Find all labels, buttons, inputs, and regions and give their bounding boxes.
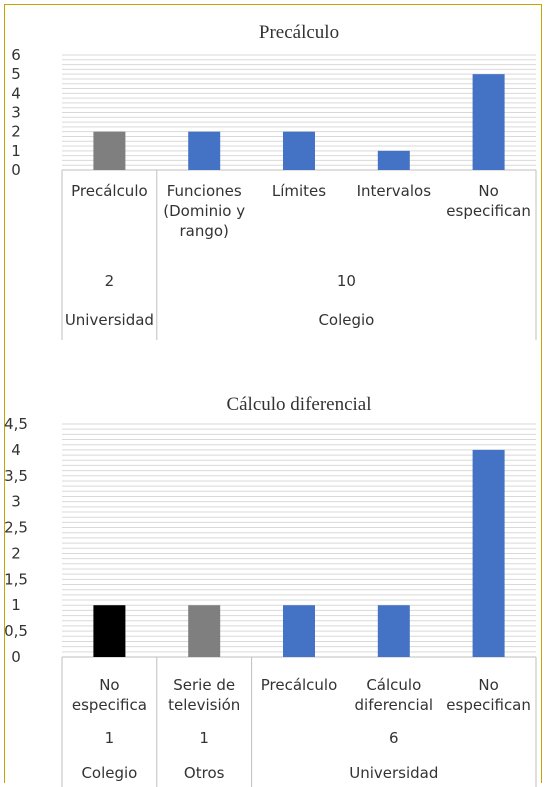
category-label: No especifican — [446, 182, 531, 220]
y-tick-label: 4 — [11, 84, 21, 102]
bar — [472, 449, 505, 657]
y-tick-label: 6 — [11, 46, 21, 64]
group-count: 1 — [105, 729, 115, 747]
y-tick-label: 1 — [11, 142, 21, 160]
category-label: Precálculo — [71, 182, 148, 200]
y-tick-label: 2 — [11, 123, 21, 141]
y-tick-label: 3 — [11, 104, 21, 122]
chart-calculo-diferencial: Cálculo diferencial 0 0,5 1 1,5 2 2,5 3 3,5 4 4,5 N… — [4, 394, 537, 787]
bar — [188, 605, 221, 657]
bar — [93, 605, 126, 657]
category-label: Serie de televisión — [168, 676, 240, 714]
category-label: Límites — [272, 182, 326, 200]
y-tick-label: 3 — [11, 493, 21, 511]
bar — [188, 131, 221, 170]
category-label: Precálculo — [261, 676, 338, 694]
y-tick-label: 2 — [11, 544, 21, 562]
group-name: Colegio — [318, 311, 374, 329]
category-label: Cálculo diferencial — [355, 676, 434, 714]
y-tick-label: 3,5 — [4, 467, 28, 485]
y-tick-label: 5 — [11, 65, 21, 83]
category-label: Funciones (Dominio y rango) — [163, 182, 245, 240]
y-tick-label: 0 — [11, 161, 21, 179]
category-label: No especifican — [446, 676, 531, 714]
group-name: Universidad — [65, 311, 154, 329]
category-label: No especifica — [72, 676, 147, 714]
y-tick-label: 2,5 — [4, 519, 28, 537]
chart-title: Cálculo diferencial — [226, 394, 371, 415]
bar — [283, 605, 315, 657]
bar — [377, 605, 410, 657]
group-count: 10 — [337, 272, 356, 290]
group-count: 2 — [105, 272, 115, 290]
group-name: Otros — [184, 764, 225, 782]
y-tick-label: 4,5 — [4, 415, 28, 433]
bar — [93, 131, 126, 170]
bar — [377, 150, 410, 170]
bar — [283, 131, 315, 170]
y-tick-label: 1 — [11, 596, 21, 614]
chart-title: Precálculo — [259, 22, 339, 43]
y-tick-label: 0,5 — [4, 622, 28, 640]
y-tick-label: 4 — [11, 441, 21, 459]
category-label: Intervalos — [357, 182, 432, 200]
y-tick-label: 0 — [11, 648, 21, 666]
bar — [472, 74, 505, 170]
group-name: Colegio — [81, 764, 137, 782]
y-tick-label: 1,5 — [4, 570, 28, 588]
group-count: 1 — [199, 729, 209, 747]
group-name: Universidad — [349, 764, 438, 782]
group-count: 6 — [389, 729, 399, 747]
